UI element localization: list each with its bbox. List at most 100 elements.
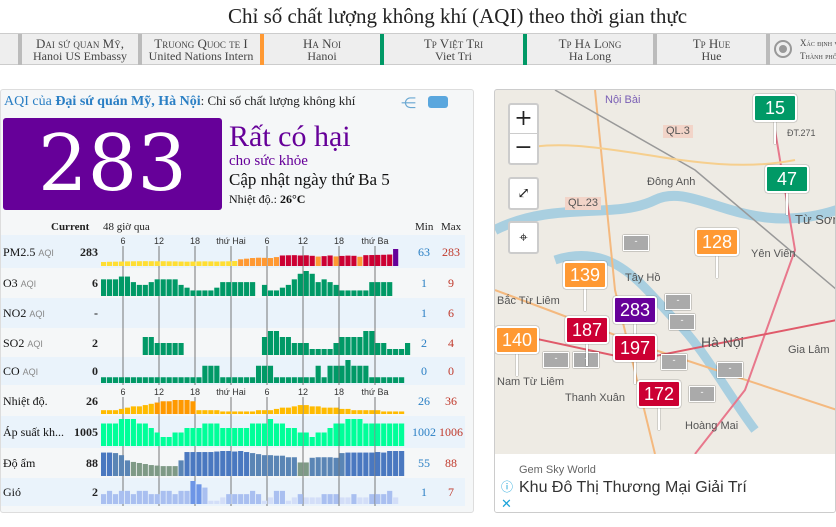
history-bar (321, 457, 327, 476)
max-value: 7 (448, 485, 454, 499)
map-layers-button[interactable]: ⌖ (508, 221, 539, 254)
station-marker-nodata[interactable]: - (689, 386, 715, 402)
map-pin-icon: ⌖ (519, 228, 528, 246)
ad-text[interactable]: Khu Đô Thị Thương Mại Giải Trí (519, 479, 747, 496)
history-bar (238, 377, 244, 383)
history-bar (142, 405, 148, 414)
history-bar (321, 432, 327, 446)
history-chart[interactable]: 6 12 18 thứ Hai 6 12 18 thứ Ba (1, 386, 465, 416)
history-chart[interactable] (1, 298, 465, 328)
time-tick-label: 12 (154, 236, 164, 246)
history-bar (285, 407, 291, 414)
close-ad-icon[interactable]: ✕ (501, 497, 512, 512)
pollutant-row-pm2-5[interactable]: 6 12 18 thứ Hai 6 12 18 thứ Ba PM2.5 AQI 283 63 … (1, 235, 465, 268)
tab-locate[interactable]: Xác định vị t Thành phố G (766, 34, 836, 65)
station-name[interactable]: Đại sứ quán Mỹ, Hà Nội (55, 94, 201, 109)
history-bar (226, 494, 232, 504)
history-bar (363, 331, 369, 355)
history-bar (202, 452, 208, 476)
pollutant-row-nhi-t-[interactable]: 6 12 18 thứ Hai 6 12 18 thứ Ba Nhiệt độ. 26 26 3… (1, 386, 465, 416)
station-marker-nodata[interactable]: - (717, 362, 743, 378)
time-tick-label: 6 (264, 236, 269, 246)
history-chart[interactable] (1, 448, 465, 478)
history-bar (172, 343, 178, 355)
history-bar (130, 261, 136, 266)
history-bar (184, 377, 190, 383)
comments-icon[interactable] (428, 96, 448, 108)
history-chart[interactable] (1, 328, 465, 357)
station-marker[interactable]: 15 (753, 94, 797, 122)
history-bar (148, 428, 154, 446)
history-bar (190, 481, 196, 504)
station-marker-nodata[interactable]: - (661, 354, 687, 370)
history-bar (160, 377, 166, 383)
min-value: 1 (421, 306, 427, 320)
aqi-value: 283 (3, 118, 222, 210)
tab-un-school[interactable]: Truong Quoc te I United Nations Intern (138, 34, 260, 65)
time-tick-label: 6 (120, 387, 125, 397)
station-marker[interactable]: 172 (637, 380, 681, 408)
station-marker[interactable]: 139 (563, 261, 607, 289)
history-chart[interactable] (1, 478, 465, 506)
station-marker-nodata[interactable]: - (623, 235, 649, 251)
station-marker[interactable]: 283 (613, 296, 657, 324)
pollutant-row--p-su-t-kh-[interactable]: Áp suất kh... 1005 1002 1006 (1, 416, 465, 448)
tab-us-embassy[interactable]: Dai sứ quan Mỹ, Hanoi US Embassy (18, 34, 138, 65)
history-chart[interactable] (1, 416, 465, 448)
history-chart[interactable]: 6 12 18 thứ Hai 6 12 18 thứ Ba (1, 235, 465, 268)
tab-title: Tp Ha Long (558, 36, 622, 51)
history-bar (255, 410, 262, 414)
history-chart[interactable] (1, 268, 465, 298)
station-marker[interactable]: 140 (495, 326, 539, 354)
share-icon[interactable]: ⋲ (401, 94, 416, 112)
pollutant-row-gi-[interactable]: Gió 2 1 7 (1, 478, 465, 506)
tab-viet-tri[interactable]: Tp Việt Tri Viet Tri (380, 34, 523, 65)
pollutant-row-so2[interactable]: SO2 AQI 2 2 4 (1, 328, 465, 357)
history-bar (190, 452, 196, 476)
history-bar (136, 462, 142, 476)
history-bar (172, 494, 178, 504)
station-marker[interactable]: 128 (695, 228, 739, 256)
zoom-in-button[interactable]: + (510, 105, 537, 134)
history-bar (315, 457, 321, 476)
station-marker-nodata[interactable]: - (543, 352, 569, 368)
tab-hue[interactable]: Tp Hue Hue (653, 34, 766, 65)
pollutant-row-o3[interactable]: O3 AQI 6 1 9 (1, 268, 465, 298)
pollutant-row-no2[interactable]: NO2 AQI - 1 6 (1, 298, 465, 328)
history-bar (303, 497, 309, 504)
time-tick-label: 18 (334, 387, 344, 397)
history-bar (178, 377, 184, 383)
station-marker[interactable]: 47 (765, 165, 809, 193)
station-marker[interactable]: 197 (613, 334, 657, 362)
history-bar (357, 452, 363, 476)
zoom-out-button[interactable]: − (514, 135, 533, 160)
tab-hanoi[interactable]: Ha Noi Hanoi (260, 34, 380, 65)
history-bar (226, 377, 232, 383)
history-bar (375, 452, 381, 476)
station-marker[interactable]: 187 (565, 316, 609, 344)
pollutant-row-co[interactable]: CO AQI 0 0 0 (1, 357, 465, 385)
tab-title: Dai sứ quan Mỹ, (36, 36, 124, 51)
aqi-card: AQI của Đại sứ quán Mỹ, Hà Nội: Chỉ số c… (0, 89, 474, 513)
ad-banner[interactable]: Gem Sky World ⓘ Khu Đô Thị Thương Mại Gi… (495, 454, 835, 512)
history-bar (279, 337, 285, 355)
station-marker-nodata[interactable]: - (669, 314, 695, 330)
history-bar (166, 343, 172, 355)
history-bar (381, 411, 387, 414)
fullscreen-button[interactable]: ⤢ (508, 177, 539, 210)
history-bar (118, 276, 125, 296)
history-bar (184, 400, 190, 414)
station-marker-nodata[interactable]: - (665, 294, 691, 310)
history-bar (190, 290, 196, 296)
history-bar (250, 377, 256, 383)
info-icon[interactable]: ⓘ (501, 480, 514, 494)
map[interactable]: Nội Bài QL.3 QL.23 Đông Anh Từ Sơn Yên V… (494, 89, 836, 513)
history-bar (208, 290, 214, 296)
history-chart[interactable] (1, 357, 465, 385)
history-bar (190, 401, 196, 414)
unit: AQI (38, 248, 54, 258)
tab-ha-long[interactable]: Tp Ha Long Ha Long (523, 34, 653, 65)
pollutant-row--m[interactable]: Độ ẩm 88 55 88 (1, 448, 465, 478)
history-bar (273, 257, 280, 266)
time-tick-label: thứ Hai (216, 387, 246, 397)
